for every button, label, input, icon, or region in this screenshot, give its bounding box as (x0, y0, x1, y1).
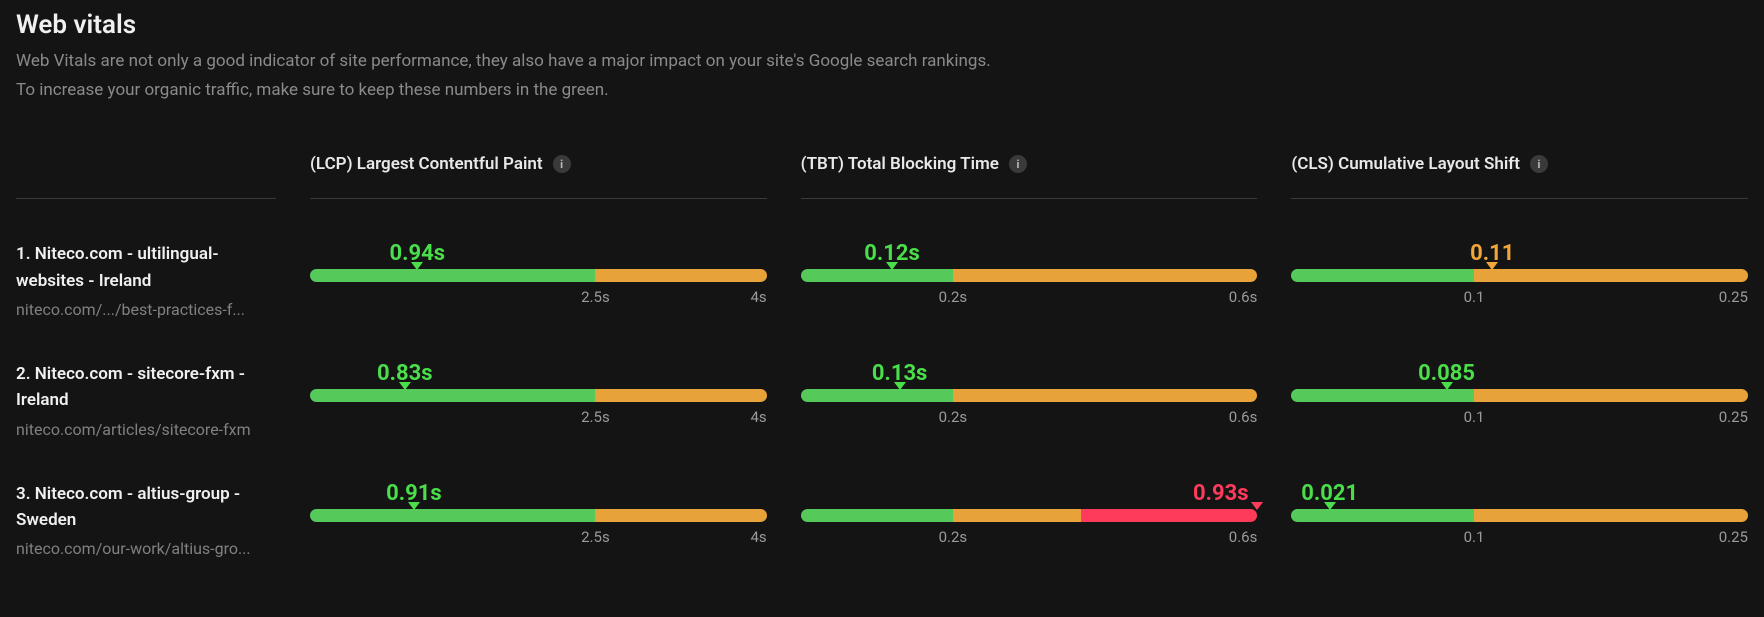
tick-mid: 2.5s (581, 528, 610, 546)
tick-end: 4s (750, 528, 766, 546)
bar-segment-warn (1474, 509, 1748, 522)
bar-segment-good (310, 269, 595, 282)
metric-value: 0.93s (1193, 481, 1249, 506)
metric-cell-tbt: 0.93s 0.2s 0.6s (801, 439, 1258, 559)
bar-segment-warn (953, 389, 1257, 402)
metric-bar (1291, 509, 1748, 522)
metric-bar (1291, 389, 1748, 402)
metric-marker (399, 382, 411, 390)
bar-segment-good (1291, 509, 1474, 522)
metric-marker (1486, 262, 1498, 270)
axis-ticks: 0.2s 0.6s (801, 408, 1258, 428)
metric-marker (1441, 382, 1453, 390)
metric-cell-cls: 0.0210.10.25 (1291, 439, 1748, 559)
metric-cell-cls: 0.0850.10.25 (1291, 319, 1748, 439)
metric-bar (801, 269, 1258, 282)
metric-header-lcp: (LCP) Largest Contentful Paint i (310, 154, 767, 199)
metric-cell-lcp: 0.94s2.5s4s (310, 199, 767, 319)
tick-mid: 2.5s (581, 288, 610, 306)
metric-cell-lcp: 0.91s2.5s4s (310, 439, 767, 559)
metric-marker (1324, 502, 1336, 510)
metric-bar (310, 509, 767, 522)
bar-segment-bad (1081, 509, 1258, 522)
metric-bar (310, 389, 767, 402)
axis-ticks: 2.5s 4s (310, 528, 767, 548)
metric-marker (411, 262, 423, 270)
axis-ticks: 0.1 0.25 (1291, 528, 1748, 548)
tick-end: 0.25 (1719, 408, 1748, 426)
page-title: Web vitals (16, 10, 1748, 40)
metric-marker (886, 262, 898, 270)
site-label: 3. Niteco.com - altius-group - Sweden nit… (16, 439, 276, 559)
metric-bar (801, 509, 1258, 522)
tick-end: 4s (750, 408, 766, 426)
axis-ticks: 2.5s 4s (310, 408, 767, 428)
tick-mid: 2.5s (581, 408, 610, 426)
tick-end: 0.6s (1229, 528, 1258, 546)
bar-segment-warn (595, 509, 766, 522)
bar-segment-good (310, 389, 595, 402)
bar-segment-warn (1474, 269, 1748, 282)
metric-marker (894, 382, 906, 390)
metric-cell-tbt: 0.12s0.2s0.6s (801, 199, 1258, 319)
page-subtitle-line2: To increase your organic traffic, make s… (16, 77, 1748, 104)
axis-ticks: 0.1 0.25 (1291, 288, 1748, 308)
tick-end: 0.6s (1229, 288, 1258, 306)
info-icon[interactable]: i (1009, 155, 1027, 173)
bar-segment-good (801, 269, 953, 282)
bar-segment-good (801, 509, 953, 522)
bar-segment-warn (953, 269, 1257, 282)
bar-segment-good (1291, 269, 1474, 282)
metric-bar (310, 269, 767, 282)
metric-cell-lcp: 0.83s2.5s4s (310, 319, 767, 439)
bar-segment-good (1291, 389, 1474, 402)
web-vitals-grid: (LCP) Largest Contentful Painti(TBT) Tot… (16, 154, 1748, 558)
axis-ticks: 0.2s 0.6s (801, 288, 1258, 308)
metric-marker (1251, 502, 1263, 510)
tick-mid: 0.2s (939, 528, 968, 546)
tick-mid: 0.2s (939, 408, 968, 426)
tick-end: 0.25 (1719, 288, 1748, 306)
info-icon[interactable]: i (553, 155, 571, 173)
metric-cell-cls: 0.110.10.25 (1291, 199, 1748, 319)
tick-end: 0.25 (1719, 528, 1748, 546)
info-icon[interactable]: i (1530, 155, 1548, 173)
site-title: 3. Niteco.com - altius-group - Sweden (16, 481, 276, 534)
bar-segment-good (801, 389, 953, 402)
bar-segment-warn (1474, 389, 1748, 402)
metric-header-label: (TBT) Total Blocking Time (801, 154, 999, 174)
bar-segment-warn (595, 389, 766, 402)
metric-header-cls: (CLS) Cumulative Layout Shift i (1291, 154, 1748, 199)
site-url: niteco.com/our-work/altius-gro... (16, 539, 276, 558)
site-title: 2. Niteco.com - sitecore-fxm - Ireland (16, 361, 276, 414)
tick-mid: 0.1 (1464, 528, 1485, 546)
site-url: niteco.com/.../best-practices-f... (16, 300, 276, 319)
metric-header-tbt: (TBT) Total Blocking Time i (801, 154, 1258, 199)
site-label: 2. Niteco.com - sitecore-fxm - Ireland ni… (16, 319, 276, 439)
metric-bar (801, 389, 1258, 402)
metric-header-label: (CLS) Cumulative Layout Shift (1291, 154, 1520, 174)
site-label: 1. Niteco.com - ultilingual-websites - I… (16, 199, 276, 319)
page-subtitle-line1: Web Vitals are not only a good indicator… (16, 48, 1748, 75)
axis-ticks: 2.5s 4s (310, 288, 767, 308)
metric-header-label: (LCP) Largest Contentful Paint (310, 154, 543, 174)
axis-ticks: 0.2s 0.6s (801, 528, 1258, 548)
site-url: niteco.com/articles/sitecore-fxm (16, 420, 276, 439)
bar-segment-warn (953, 509, 1081, 522)
metric-bar (1291, 269, 1748, 282)
site-title: 1. Niteco.com - ultilingual-websites - I… (16, 241, 276, 294)
bar-segment-warn (595, 269, 766, 282)
tick-end: 0.6s (1229, 408, 1258, 426)
tick-mid: 0.2s (939, 288, 968, 306)
bar-segment-good (310, 509, 595, 522)
tick-end: 4s (750, 288, 766, 306)
tick-mid: 0.1 (1464, 408, 1485, 426)
metric-marker (408, 502, 420, 510)
metric-cell-tbt: 0.13s0.2s0.6s (801, 319, 1258, 439)
axis-ticks: 0.1 0.25 (1291, 408, 1748, 428)
tick-mid: 0.1 (1464, 288, 1485, 306)
